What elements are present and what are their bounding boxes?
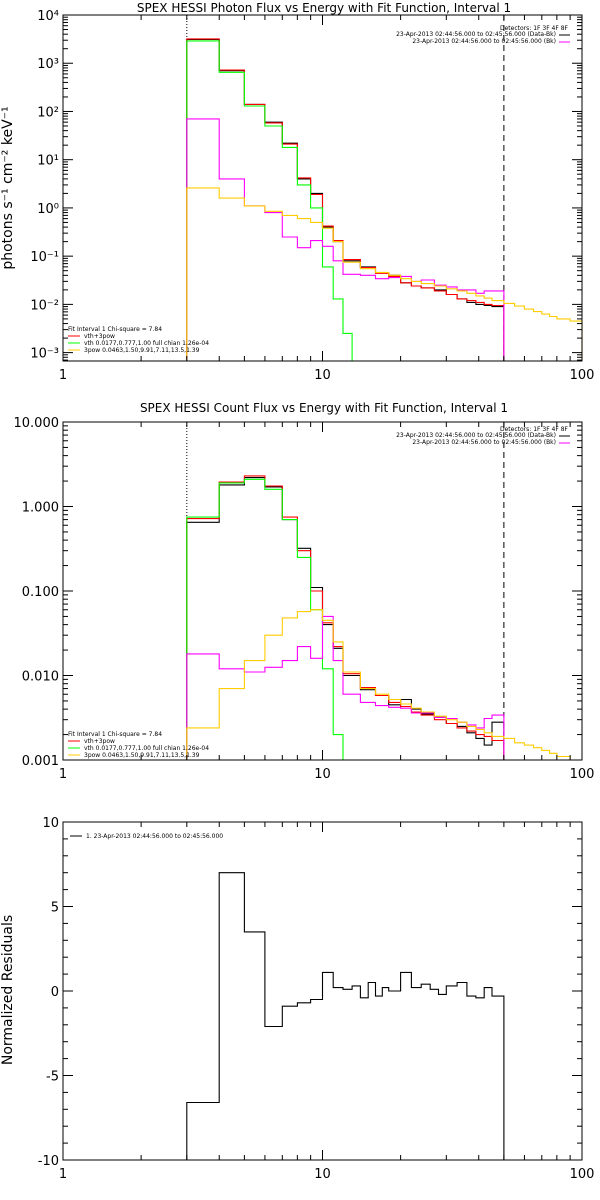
- residuals-y-axis-label: Normalized Residuals: [0, 915, 16, 1065]
- photon-legend-fit: Fit Interval 1 Chi-square = 7.84 vth+3po…: [68, 326, 209, 354]
- count-legend-detectors-header: Detectors: 1F 3F 4F 8F: [500, 426, 569, 433]
- count-y-tick-label: 1.000: [22, 501, 59, 516]
- photon-legend-detectors: Detectors: 1F 3F 4F 8F 23-Apr-2013 02:44…: [396, 25, 570, 45]
- count-y-tick-label: 0.001: [22, 754, 59, 769]
- photon-y-tick-label: 10²: [37, 105, 59, 120]
- count-legend-detectors: Detectors: 1F 3F 4F 8F 23-Apr-2013 02:44…: [396, 426, 570, 446]
- count-series-1: [186, 475, 505, 760]
- photon-series-1: [186, 38, 505, 361]
- photon-series-3: [186, 118, 505, 361]
- count-x-tick-label: 1: [59, 767, 67, 782]
- photon-x-tick-label: 10: [314, 368, 331, 383]
- count-series-2: [186, 478, 344, 760]
- photon-y-tick-label: 10³: [37, 57, 59, 72]
- count-chart-title: SPEX HESSI Count Flux vs Energy with Fit…: [140, 401, 508, 415]
- count-x-tick-label: 10: [314, 767, 331, 782]
- residuals-x-tick-label: 100: [570, 1167, 595, 1182]
- count-legend-vth3pow-label: vth+3pow: [84, 738, 115, 745]
- photon-y-tick-label: 10⁻²: [30, 298, 59, 313]
- residuals-y-tick-label: -10: [38, 1154, 59, 1169]
- residuals-y-tick-label: 0: [51, 985, 59, 1000]
- photon-legend-vth-label: vth 0.0177,0.777,1.00 full chian 1.26e-0…: [84, 340, 209, 347]
- residuals-chart: 1 10 100 -10 -5 0 5 10 Normalized Residuals 1. …: [0, 816, 594, 1182]
- count-flux-chart: SPEX HESSI Count Flux vs Energy with Fit…: [14, 401, 595, 782]
- residuals-legend: 1. 23-Apr-2013 02:44:56.000 to 02:45:56.…: [70, 833, 223, 840]
- photon-y-tick-label: 10⁻³: [30, 347, 59, 362]
- photon-y-tick-label: 10⁰: [37, 202, 59, 217]
- count-legend-data-bk-label: 23-Apr-2013 02:44:56.000 to 02:45:56.000…: [396, 432, 556, 439]
- photon-y-tick-label: 10¹: [37, 154, 59, 169]
- photon-legend-vth3pow-label: vth+3pow: [84, 333, 115, 340]
- photon-y-tick-label: 10⁻¹: [30, 250, 59, 265]
- photon-legend-data-bk-label: 23-Apr-2013 02:44:56.000 to 02:45:56.000…: [396, 31, 556, 38]
- count-series-3: [186, 615, 505, 760]
- photon-flux-chart: SPEX HESSI Photon Flux vs Energy with Fi…: [0, 1, 594, 383]
- count-legend-fit-header: Fit Interval 1 Chi-square = 7.84: [68, 731, 162, 738]
- photon-legend-detectors-header: Detectors: 1F 3F 4F 8F: [500, 25, 569, 32]
- count-y-tick-label: 0.010: [22, 670, 59, 685]
- photon-chart-data: [186, 15, 583, 361]
- count-y-tick-label: 10.000: [14, 416, 60, 431]
- photon-series-2: [186, 40, 353, 361]
- residuals-x-tick-label: 10: [314, 1167, 331, 1182]
- photon-legend-bk-label: 23-Apr-2013 02:44:56.000 to 02:45:56.000…: [412, 38, 556, 45]
- photon-x-tick-label: 100: [570, 368, 595, 383]
- count-chart-axes: 1 10 100 0.001 0.010 0.100 1.000 10.000: [14, 416, 595, 782]
- count-x-tick-label: 100: [570, 767, 595, 782]
- residuals-y-tick-label: -5: [46, 1070, 59, 1085]
- residuals-series-0: [186, 872, 505, 1160]
- photon-series-4: [186, 187, 583, 361]
- residuals-y-tick-label: 10: [42, 816, 59, 831]
- count-chart-data: [186, 422, 582, 761]
- photon-chart-title: SPEX HESSI Photon Flux vs Energy with Fi…: [137, 1, 511, 15]
- count-series-4: [186, 609, 582, 761]
- photon-chart-axes: 1 10 100 10⁻³ 10⁻² 10⁻¹ 10⁰ 10¹ 10² 10³ 10⁴: [30, 9, 594, 383]
- residuals-legend-label: 1. 23-Apr-2013 02:44:56.000 to 02:45:56.…: [86, 833, 223, 840]
- photon-y-tick-label: 10⁴: [37, 9, 59, 24]
- photon-y-axis-label: photons s⁻¹ cm⁻² keV⁻¹: [0, 106, 16, 269]
- residuals-chart-axes: 1 10 100 -10 -5 0 5 10: [38, 816, 595, 1182]
- count-legend-vth-label: vth 0.0177,0.777,1.00 full chian 1.26e-0…: [84, 745, 209, 752]
- count-y-tick-label: 0.100: [22, 585, 59, 600]
- count-legend-fit: Fit Interval 1 Chi-square = 7.84 vth+3po…: [68, 731, 209, 759]
- count-legend-bk-label: 23-Apr-2013 02:44:56.000 to 02:45:56.000…: [412, 439, 556, 446]
- photon-legend-fit-header: Fit Interval 1 Chi-square = 7.84: [68, 326, 162, 333]
- photon-x-tick-label: 1: [59, 368, 67, 383]
- residuals-chart-data: [186, 872, 505, 1160]
- residuals-y-tick-label: 5: [51, 901, 59, 916]
- photon-legend-3pow-label: 3pow 0.0463,1.50,9.91,7.11,13.5,1.39: [84, 347, 200, 354]
- residuals-x-tick-label: 1: [59, 1167, 67, 1182]
- count-legend-3pow-label: 3pow 0.0463,1.50,9.91,7.11,13.5,1.39: [84, 752, 200, 759]
